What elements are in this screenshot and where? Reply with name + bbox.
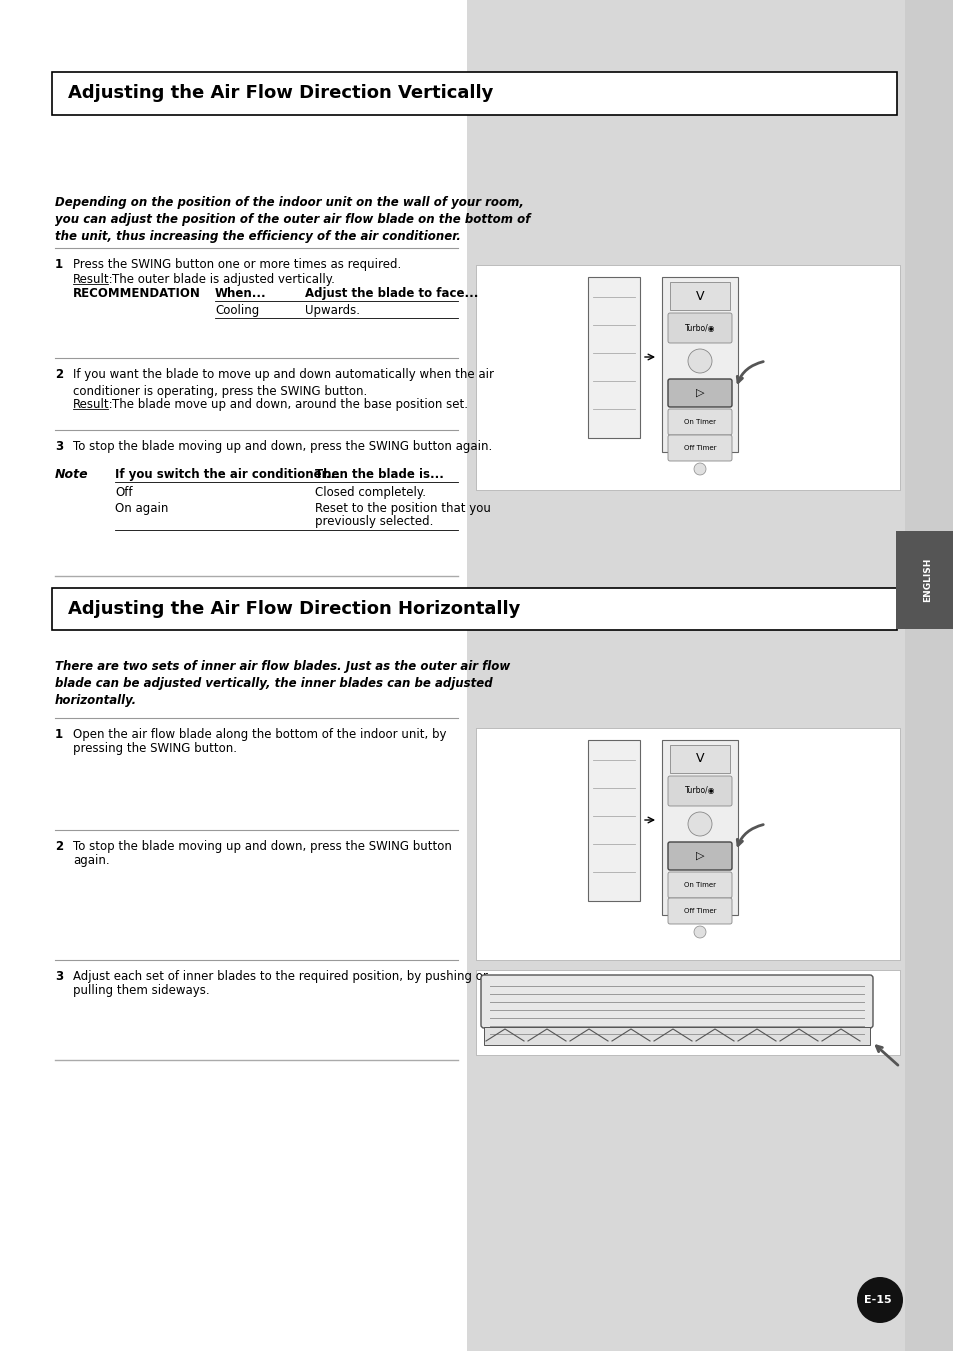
- Bar: [587, 277, 639, 438]
- Text: previously selected.: previously selected.: [314, 515, 433, 528]
- Bar: [52, 72, 896, 115]
- Bar: [476, 970, 899, 1055]
- Text: Press the SWING button one or more times as required.: Press the SWING button one or more times…: [73, 258, 401, 272]
- Text: 2: 2: [55, 840, 63, 852]
- Text: 2: 2: [55, 367, 63, 381]
- Text: On Timer: On Timer: [683, 882, 716, 888]
- Text: Note: Note: [55, 467, 89, 481]
- Bar: [669, 282, 729, 309]
- Bar: [669, 744, 729, 773]
- Text: Result:: Result:: [73, 273, 113, 286]
- Bar: [483, 1027, 869, 1046]
- FancyBboxPatch shape: [667, 842, 731, 870]
- Circle shape: [693, 925, 705, 938]
- Text: Result:: Result:: [73, 399, 113, 411]
- Text: V: V: [695, 289, 703, 303]
- Text: 1: 1: [55, 728, 63, 740]
- Text: again.: again.: [73, 854, 110, 867]
- Text: The outer blade is adjusted vertically.: The outer blade is adjusted vertically.: [112, 273, 335, 286]
- Text: RECOMMENDATION: RECOMMENDATION: [73, 286, 201, 300]
- FancyBboxPatch shape: [667, 898, 731, 924]
- Text: On again: On again: [115, 503, 168, 515]
- Text: Cooling: Cooling: [214, 304, 259, 317]
- Text: Turbo/◉: Turbo/◉: [684, 786, 715, 796]
- Text: Off Timer: Off Timer: [683, 444, 716, 451]
- Text: pressing the SWING button.: pressing the SWING button.: [73, 742, 236, 755]
- FancyBboxPatch shape: [667, 380, 731, 407]
- Text: Off Timer: Off Timer: [683, 908, 716, 915]
- Circle shape: [856, 1277, 902, 1323]
- Text: ▷: ▷: [695, 388, 703, 399]
- FancyBboxPatch shape: [667, 435, 731, 461]
- Text: To stop the blade moving up and down, press the SWING button: To stop the blade moving up and down, pr…: [73, 840, 452, 852]
- Bar: [476, 265, 899, 490]
- Text: Adjust the blade to face...: Adjust the blade to face...: [305, 286, 477, 300]
- Circle shape: [693, 463, 705, 476]
- Text: Depending on the position of the indoor unit on the wall of your room,
you can a: Depending on the position of the indoor …: [55, 196, 530, 243]
- Text: 3: 3: [55, 970, 63, 984]
- Text: Closed completely.: Closed completely.: [314, 486, 426, 499]
- Text: 1: 1: [55, 258, 63, 272]
- Text: Adjusting the Air Flow Direction Horizontally: Adjusting the Air Flow Direction Horizon…: [68, 600, 519, 617]
- Text: If you switch the air conditioner...: If you switch the air conditioner...: [115, 467, 339, 481]
- FancyBboxPatch shape: [667, 871, 731, 898]
- Text: When...: When...: [214, 286, 266, 300]
- Circle shape: [687, 349, 711, 373]
- Text: 3: 3: [55, 440, 63, 453]
- Text: If you want the blade to move up and down automatically when the air
conditioner: If you want the blade to move up and dow…: [73, 367, 494, 399]
- Text: E-15: E-15: [863, 1296, 891, 1305]
- Text: Adjust each set of inner blades to the required position, by pushing or: Adjust each set of inner blades to the r…: [73, 970, 487, 984]
- FancyBboxPatch shape: [667, 409, 731, 435]
- Text: ENGLISH: ENGLISH: [923, 558, 931, 603]
- Text: Upwards.: Upwards.: [305, 304, 359, 317]
- Bar: [904, 0, 953, 1351]
- Bar: [476, 728, 899, 961]
- FancyBboxPatch shape: [667, 313, 731, 343]
- Circle shape: [687, 812, 711, 836]
- Bar: [661, 740, 738, 915]
- Text: ▷: ▷: [695, 851, 703, 861]
- Text: Off: Off: [115, 486, 132, 499]
- Bar: [467, 0, 904, 1351]
- Text: Turbo/◉: Turbo/◉: [684, 323, 715, 332]
- Text: To stop the blade moving up and down, press the SWING button again.: To stop the blade moving up and down, pr…: [73, 440, 492, 453]
- Text: V: V: [695, 753, 703, 766]
- Text: Then the blade is...: Then the blade is...: [314, 467, 443, 481]
- Text: pulling them sideways.: pulling them sideways.: [73, 984, 210, 997]
- Text: Adjusting the Air Flow Direction Vertically: Adjusting the Air Flow Direction Vertica…: [68, 85, 493, 103]
- Bar: [587, 740, 639, 901]
- Text: Open the air flow blade along the bottom of the indoor unit, by: Open the air flow blade along the bottom…: [73, 728, 446, 740]
- FancyBboxPatch shape: [667, 775, 731, 807]
- Text: Reset to the position that you: Reset to the position that you: [314, 503, 491, 515]
- Text: The blade move up and down, around the base position set.: The blade move up and down, around the b…: [112, 399, 468, 411]
- Text: On Timer: On Timer: [683, 419, 716, 426]
- FancyBboxPatch shape: [480, 975, 872, 1028]
- Text: There are two sets of inner air flow blades. Just as the outer air flow
blade ca: There are two sets of inner air flow bla…: [55, 661, 510, 707]
- Bar: [52, 588, 896, 630]
- Bar: [661, 277, 738, 453]
